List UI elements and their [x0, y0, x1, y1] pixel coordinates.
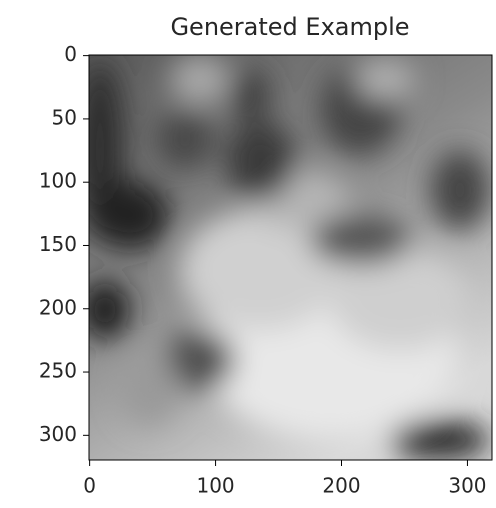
axes-frame [88, 54, 493, 461]
x-tick-label: 300 [448, 474, 486, 498]
y-tick-label: 150 [39, 232, 77, 256]
y-tick-label: 100 [39, 169, 77, 193]
x-tick-label: 200 [322, 474, 360, 498]
chart-title: Generated Example [170, 13, 409, 41]
generated-image [89, 55, 492, 460]
y-tick-label: 250 [39, 359, 77, 383]
x-tick-label: 0 [83, 474, 96, 498]
y-tick-label: 0 [64, 42, 77, 66]
y-tick-label: 200 [39, 295, 77, 319]
x-tick-label: 100 [196, 474, 234, 498]
y-tick-label: 300 [39, 422, 77, 446]
y-tick-label: 50 [52, 105, 77, 129]
